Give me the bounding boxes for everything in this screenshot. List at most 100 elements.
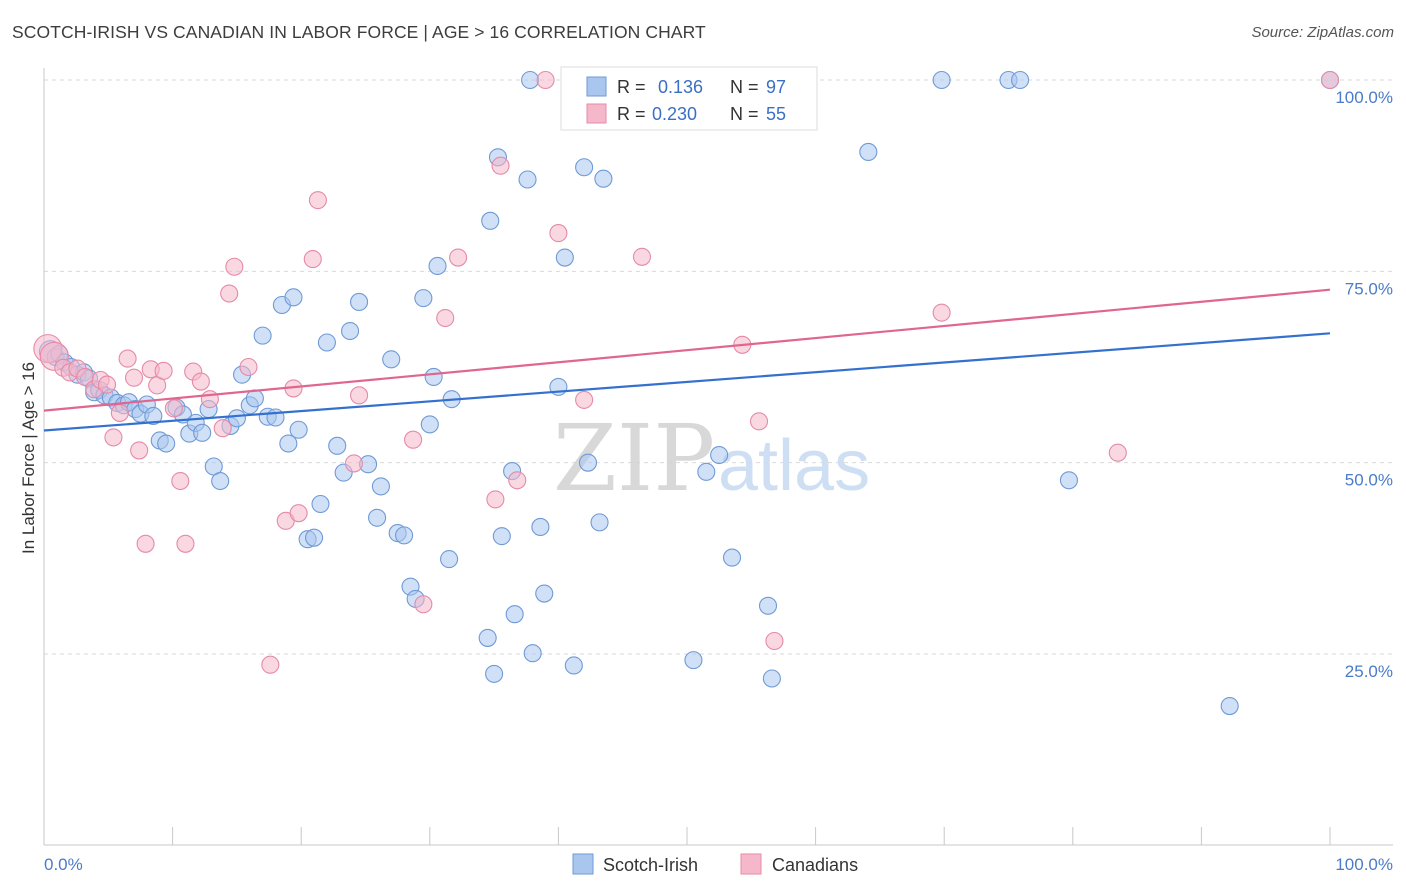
canadians-point xyxy=(225,257,244,276)
canadians-point xyxy=(486,490,505,509)
trend-lines xyxy=(43,288,1331,432)
scotch-irish-point xyxy=(1059,471,1078,490)
scotch-irish-point xyxy=(594,169,613,188)
legend-n-label-2: N = xyxy=(730,104,759,124)
canadians-point xyxy=(213,419,232,438)
canadians-point xyxy=(575,390,594,409)
scotch-irish-point xyxy=(253,326,272,345)
series-scotch-irish-points xyxy=(38,70,1340,716)
legend-r-value-2: 0.230 xyxy=(652,104,697,124)
canadians-point xyxy=(1108,443,1127,462)
scotch-irish-point xyxy=(521,70,540,90)
scotch-irish-point xyxy=(414,289,433,308)
canadians-point xyxy=(239,357,258,377)
bottom-legend-swatch-canadians xyxy=(740,853,762,875)
canadians-point xyxy=(449,248,468,267)
y-tick-label-100: 100.0% xyxy=(1335,88,1393,107)
legend-r-label-1: R = xyxy=(617,77,646,97)
legend-swatch-canadians xyxy=(586,103,607,124)
canadians-point xyxy=(303,250,322,269)
bottom-legend-label-canadians: Canadians xyxy=(772,855,858,875)
canadians-point xyxy=(136,534,155,553)
canadians-point xyxy=(200,390,219,409)
scotch-irish-point xyxy=(859,142,878,161)
scotch-irish-point xyxy=(697,462,716,481)
scotch-irish-point xyxy=(1220,696,1239,716)
y-tick-label-25: 25.0% xyxy=(1345,662,1393,681)
legend: R = 0.136 N = 97 R = 0.230 N = 55 xyxy=(560,66,818,131)
canadians-point xyxy=(765,631,784,651)
scotch-irish-point xyxy=(762,669,781,688)
scotch-irish-point xyxy=(575,158,594,177)
canadians-point xyxy=(491,156,510,175)
bottom-legend: Scotch-Irish Canadians xyxy=(572,853,858,875)
scotch-irish-point xyxy=(535,584,554,603)
scotch-irish-point xyxy=(341,321,360,341)
scotch-irish-point xyxy=(317,333,336,352)
y-tick-label-50: 50.0% xyxy=(1345,471,1393,490)
canadians-point xyxy=(350,386,369,405)
scotch-irish-point xyxy=(144,406,163,426)
trend-line-scotch-irish xyxy=(43,332,1331,432)
y-tick-labels: 25.0% 50.0% 75.0% 100.0% xyxy=(1335,88,1393,681)
scotch-irish-point xyxy=(424,367,443,386)
scotch-irish-point xyxy=(371,477,390,496)
scotch-irish-point xyxy=(932,70,951,90)
canadians-point xyxy=(749,412,769,431)
scotch-irish-point xyxy=(428,256,447,276)
scotch-irish-point xyxy=(420,415,439,434)
bottom-legend-label-scotch-irish: Scotch-Irish xyxy=(603,855,698,875)
scotch-irish-point xyxy=(305,528,324,547)
series-canadians-points xyxy=(33,70,1340,674)
canadians-point xyxy=(164,399,183,418)
canadians-point xyxy=(549,224,568,243)
canadians-point xyxy=(261,655,280,674)
scotch-irish-point xyxy=(590,513,609,532)
axes xyxy=(43,68,1393,846)
scotch-irish-point xyxy=(368,508,387,527)
x-tick-label-min: 0.0% xyxy=(44,855,83,874)
y-tick-label-75: 75.0% xyxy=(1345,279,1393,298)
watermark-zip: ZIP xyxy=(553,405,715,512)
scotch-irish-point xyxy=(1011,70,1030,90)
watermark-atlas: atlas xyxy=(718,426,870,506)
scotch-irish-point xyxy=(531,517,550,537)
legend-n-value-1: 97 xyxy=(766,77,786,97)
canadians-point xyxy=(171,471,190,491)
scotch-irish-point xyxy=(211,471,230,491)
scotch-irish-point xyxy=(481,211,500,230)
y-axis-label: In Labor Force | Age > 16 xyxy=(19,362,38,554)
canadians-point xyxy=(414,595,433,614)
scotch-irish-point xyxy=(485,664,504,683)
canadians-point xyxy=(97,375,117,394)
canadians-point xyxy=(436,308,455,328)
canadians-point xyxy=(191,372,210,391)
scotch-irish-point xyxy=(440,550,459,569)
scotch-irish-point xyxy=(395,526,414,545)
canadians-point xyxy=(308,191,327,210)
legend-n-label-1: N = xyxy=(730,77,759,97)
scotch-irish-point xyxy=(758,596,778,615)
scotch-irish-point xyxy=(722,548,742,567)
scotch-irish-point xyxy=(279,434,298,453)
canadians-point xyxy=(932,303,951,322)
scotch-irish-point xyxy=(492,527,511,546)
canadians-point xyxy=(110,403,129,422)
canadians-point xyxy=(632,247,652,266)
canadians-point xyxy=(176,534,195,553)
legend-n-value-2: 55 xyxy=(766,104,786,124)
scotch-irish-point xyxy=(227,409,246,428)
canadians-point xyxy=(344,454,363,473)
canadians-point xyxy=(220,284,239,303)
canadians-point xyxy=(104,428,123,447)
scotch-irish-point xyxy=(328,436,347,455)
bottom-legend-swatch-scotch-irish xyxy=(572,853,594,875)
scotch-irish-point xyxy=(518,170,537,189)
scotch-irish-point xyxy=(382,350,401,369)
scotch-irish-point xyxy=(311,494,330,514)
canadians-point xyxy=(289,504,308,523)
scotch-irish-point xyxy=(157,434,176,453)
scotch-irish-point xyxy=(193,423,212,442)
legend-r-label-2: R = xyxy=(617,104,646,124)
